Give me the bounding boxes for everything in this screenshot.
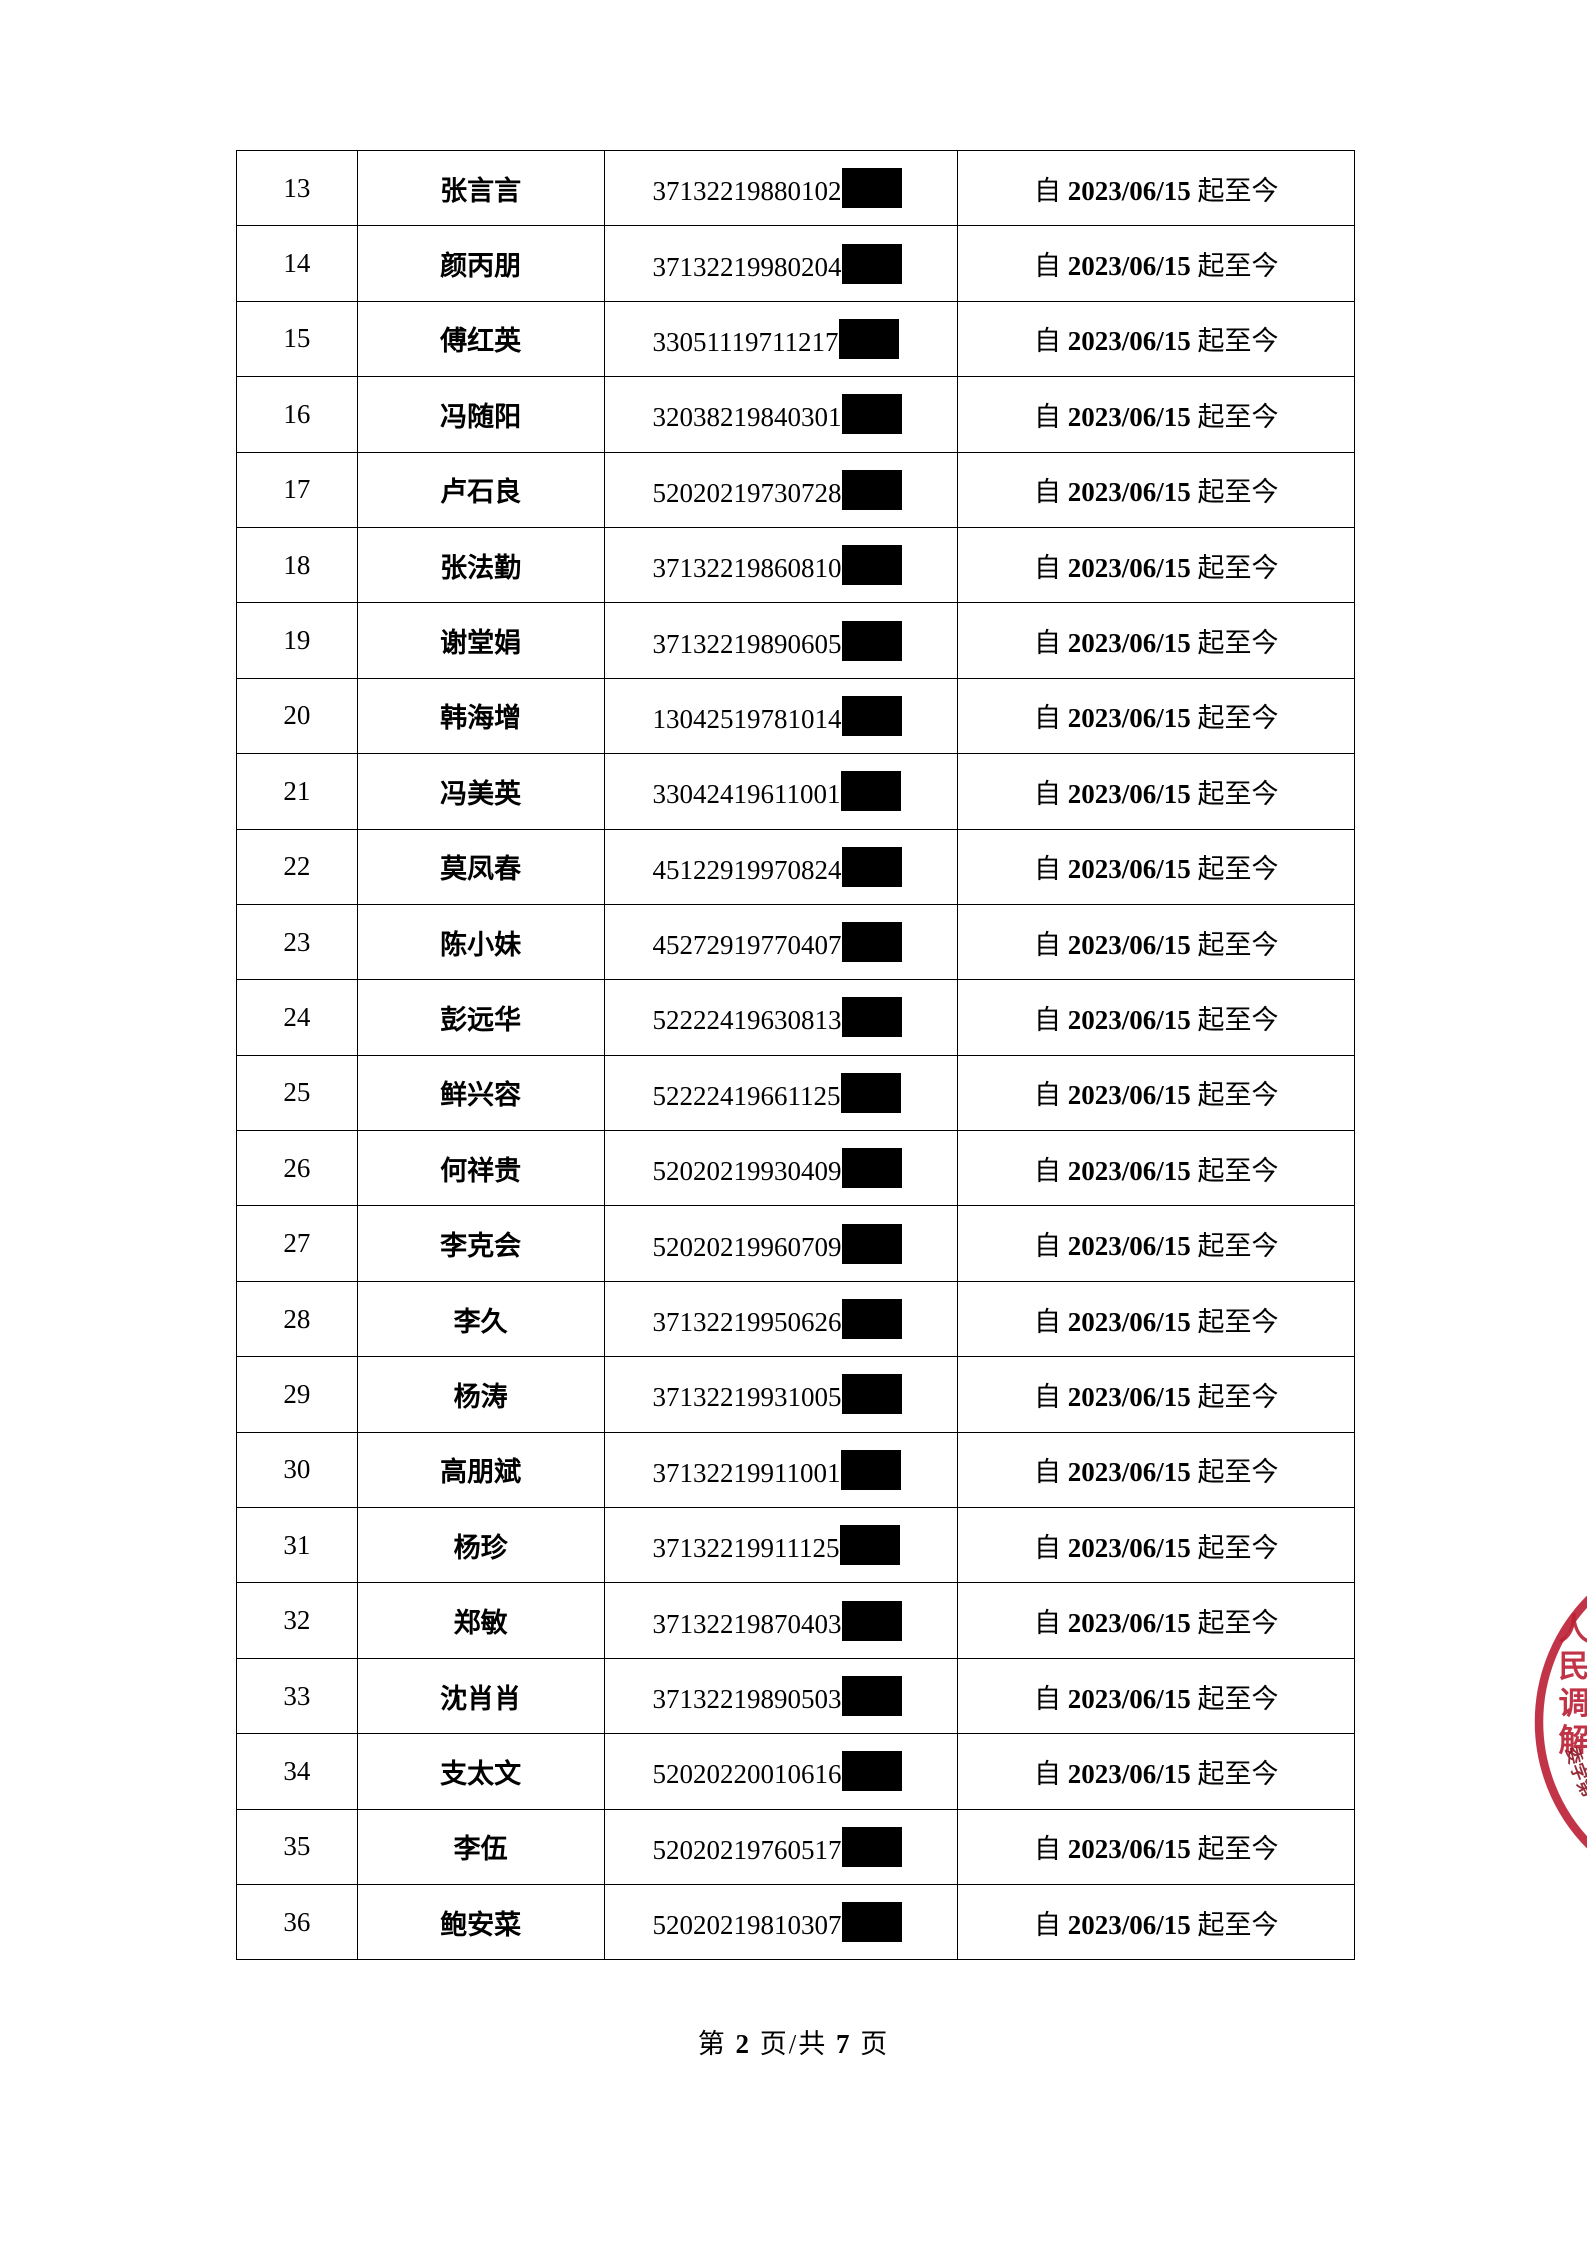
svg-text:调: 调: [1559, 1686, 1587, 1721]
svg-text:人: 人: [1559, 1612, 1587, 1647]
svg-text:民: 民: [1559, 1649, 1587, 1684]
